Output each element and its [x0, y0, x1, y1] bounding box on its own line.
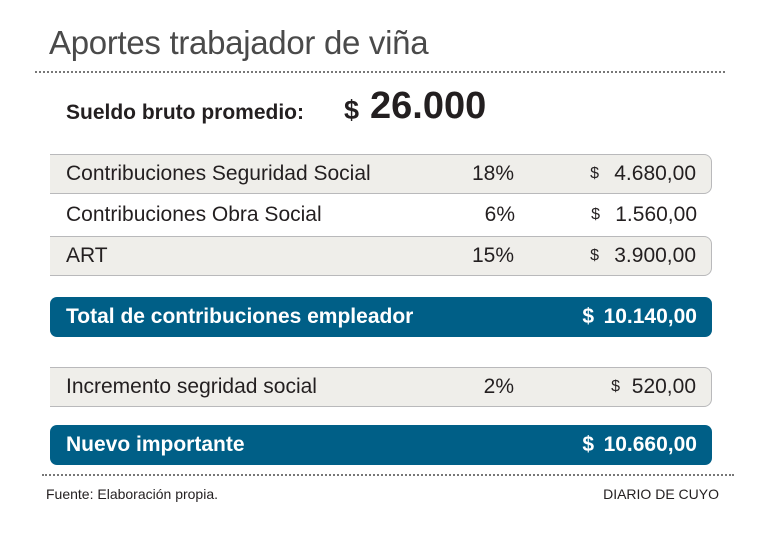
- row-currency: $: [591, 206, 600, 223]
- row-label: ART: [66, 244, 108, 267]
- page-title: Aportes trabajador de viña: [49, 24, 429, 61]
- table-row: Contribuciones Seguridad Social 18% $ 4.…: [50, 154, 712, 194]
- incremento-amount: 520,00: [631, 375, 696, 398]
- row-amount: 3.900,00: [614, 244, 696, 267]
- row-currency: $: [590, 165, 599, 182]
- row-currency: $: [590, 247, 599, 264]
- nuevo-label: Nuevo importante: [66, 433, 245, 456]
- total-label: Total de contribuciones empleador: [66, 305, 414, 328]
- divider-top: [35, 71, 725, 73]
- sueldo-label: Sueldo bruto promedio:: [66, 101, 304, 124]
- row-label: Contribuciones Obra Social: [66, 203, 322, 226]
- total-currency: $: [582, 305, 594, 328]
- sueldo-currency: $: [344, 95, 360, 125]
- sueldo-value: 26.000: [370, 85, 487, 127]
- row-pct: 15%: [471, 244, 514, 267]
- incremento-pct: 2%: [483, 375, 514, 398]
- row-amount: 4.680,00: [614, 162, 696, 185]
- brand-credit: DIARIO DE CUYO: [603, 486, 719, 502]
- total-amount: 10.140,00: [603, 305, 697, 328]
- row-amount: 1.560,00: [615, 203, 697, 226]
- nuevo-amount: 10.660,00: [603, 433, 697, 456]
- total-row: Total de contribuciones empleador $ 10.1…: [50, 297, 712, 337]
- table-row: ART 15% $ 3.900,00: [50, 236, 712, 276]
- table-row: Contribuciones Obra Social 6% $ 1.560,00: [50, 195, 712, 235]
- incremento-label: Incremento segridad social: [66, 375, 317, 398]
- row-pct: 18%: [471, 162, 514, 185]
- divider-bottom: [42, 474, 734, 476]
- incremento-currency: $: [611, 378, 620, 395]
- incremento-row: Incremento segridad social 2% $ 520,00: [50, 367, 712, 407]
- row-pct: 6%: [484, 203, 515, 226]
- nuevo-currency: $: [582, 433, 594, 456]
- row-label: Contribuciones Seguridad Social: [66, 162, 371, 185]
- source-note: Fuente: Elaboración propia.: [46, 486, 218, 502]
- nuevo-row: Nuevo importante $ 10.660,00: [50, 425, 712, 465]
